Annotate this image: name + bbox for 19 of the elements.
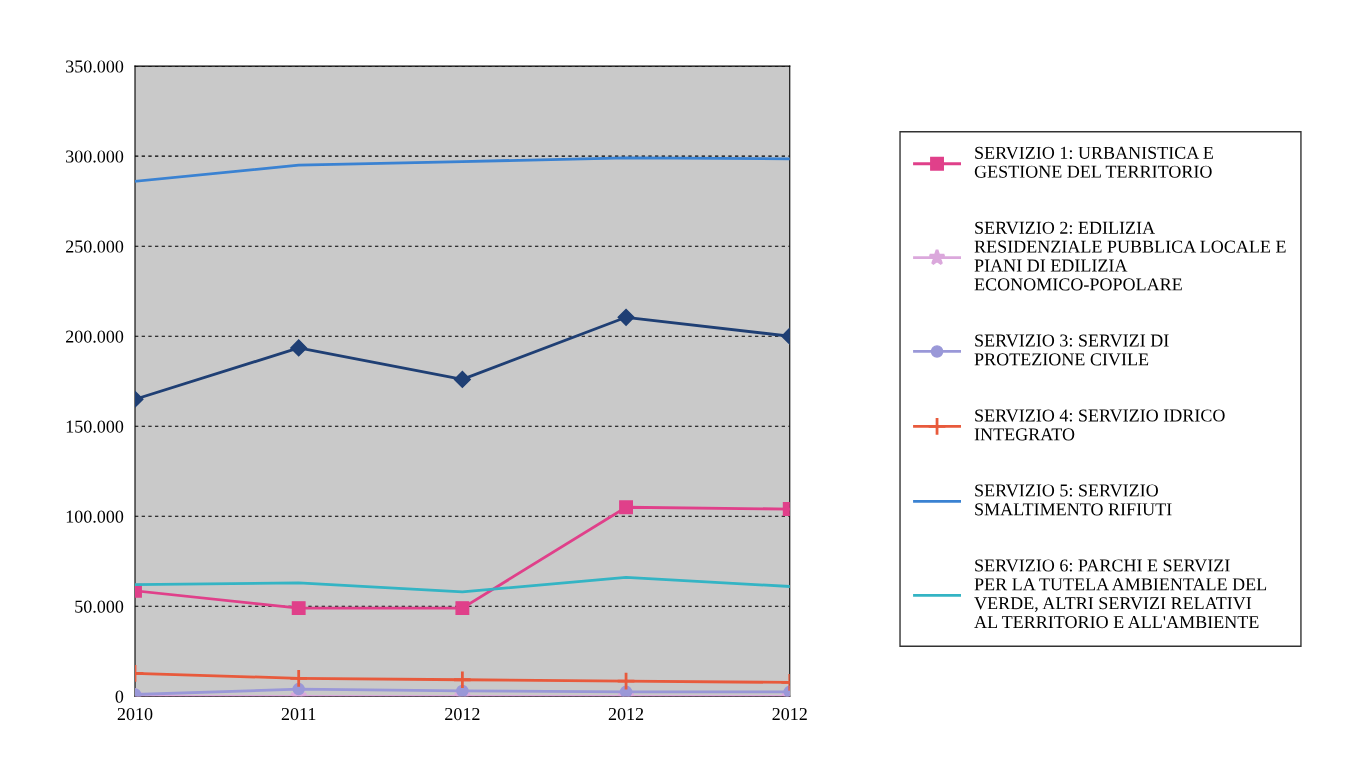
x-tick-label: 2011 [281,707,316,721]
x-tick-label: 2012 [445,707,480,721]
legend-label: SERVIZIO 4: SERVIZIO IDRICO INTEGRATO [974,409,1225,441]
y-tick-label: 150.000 [66,420,124,433]
y-tick-label: 250.000 [66,240,124,253]
x-tick-label: 2012 [608,707,644,721]
x-tick-label: 2010 [117,707,153,721]
legend-label: SERVIZIO 5: SERVIZIO SMALTIMENTO RIFIUTI [975,484,1172,516]
x-tick-label: 2012 [772,707,807,721]
y-tick-label: 300.000 [66,150,124,163]
legend-label: SERVIZIO 2: EDILIZIA RESIDENZIALE PUBBLICA LOCALE E PIANI DI EDILIZIA ECONOMICO-POPOLARE [974,221,1286,291]
y-tick-label: 0 [115,690,124,703]
y-tick-label: 100.000 [66,510,124,523]
y-tick-label: 350.000 [66,60,124,73]
legend-label: SERVIZIO 3: SERVIZI DI PROTEZIONE CIVILE [974,334,1169,366]
legend-label: SERVIZIO 1: URBANISTICA E GESTIONE DEL TERRITORIO [974,146,1213,178]
y-tick-label: 50.000 [75,600,124,613]
y-tick-label: 200.000 [66,330,124,343]
legend-label: SERVIZIO 6: PARCHI E SERVIZI PER LA TUTELA AMBIENTALE DEL VERDE, ALTRI SERVIZI RELATIVI AL TERRITORIO E ALL'AMBIENTE [974,559,1267,629]
